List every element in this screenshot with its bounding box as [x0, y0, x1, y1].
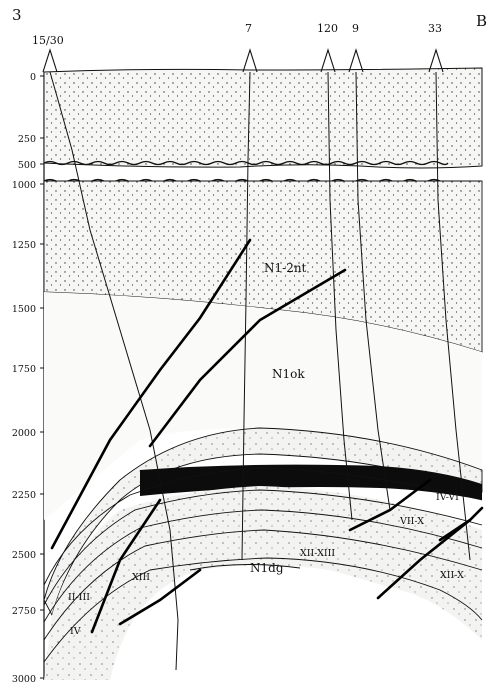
depth-tick-label: 2250 — [12, 490, 36, 501]
fault-6 — [376, 506, 484, 600]
unit-upper-label: N1-2nt — [264, 261, 307, 275]
unit-middle-label: N1ok — [272, 367, 305, 381]
depth-tick-label: 0 — [30, 72, 36, 83]
n1dg-contact — [189, 563, 301, 571]
depth-tick-label: 250 — [18, 134, 36, 145]
well-7-trace — [241, 71, 251, 561]
zone-labels: II-III XIII IV XII-XIII VII-X IV-VI XII-… — [68, 492, 464, 637]
well-33-label: 33 — [428, 22, 442, 35]
well-120-trace — [327, 71, 353, 521]
well-120-label: 120 — [317, 22, 338, 35]
fault-3 — [90, 498, 162, 634]
zone-label: II-III — [68, 592, 90, 603]
depth-tick-label: 1000 — [12, 180, 36, 191]
well-15-30-label: 15/30 — [32, 34, 64, 47]
well-labels: 15/30 7 120 9 33 — [32, 22, 442, 47]
well-15-30-head — [42, 48, 58, 73]
dome-lower-sand — [44, 486, 482, 680]
well-9-trace — [355, 71, 391, 511]
depth-tick-label: 2500 — [12, 550, 36, 561]
zone-label: IV-VI — [436, 492, 459, 503]
well-7-head — [242, 48, 258, 73]
well-33-trace — [435, 71, 471, 561]
fault-1 — [50, 238, 252, 550]
depth-tick-label: 3000 — [12, 674, 36, 685]
well-120-head — [320, 48, 336, 73]
zone-label: VII-X — [399, 516, 424, 527]
depth-tick-label: 1750 — [12, 364, 36, 375]
fault-4 — [118, 568, 202, 626]
profile-start-label: 3 — [12, 6, 22, 24]
depth-tick-label: 1250 — [12, 240, 36, 251]
depth-tick-label: 2750 — [12, 606, 36, 617]
zone-label: XII-XIII — [300, 548, 335, 559]
zone-label: XII-X — [440, 570, 464, 581]
depth-tick-label: 2000 — [12, 428, 36, 439]
zone-label: IV — [70, 626, 81, 637]
well-33-head — [428, 48, 444, 73]
faults — [50, 238, 484, 634]
productive-bed-upper — [140, 464, 482, 500]
clay-unit — [44, 292, 482, 520]
fault-7 — [438, 518, 472, 542]
unit-lower-label: N1dg — [250, 561, 284, 575]
fault-5 — [348, 478, 432, 532]
profile-end-label: B — [476, 12, 488, 30]
upper-sand-unit — [43, 67, 483, 169]
depth-tick-label: 1500 — [12, 304, 36, 315]
depth-tick-label: 500 — [18, 160, 36, 171]
well-9-label: 9 — [352, 22, 359, 35]
well-heads — [42, 48, 444, 73]
fault-2 — [148, 268, 347, 448]
zone-label: XIII — [132, 572, 150, 583]
well-7-label: 7 — [245, 22, 252, 35]
depth-axis: 0 250 500 1000 1250 1500 1750 2000 2250 2500 2750 3… — [12, 72, 45, 685]
well-9-head — [348, 48, 364, 73]
